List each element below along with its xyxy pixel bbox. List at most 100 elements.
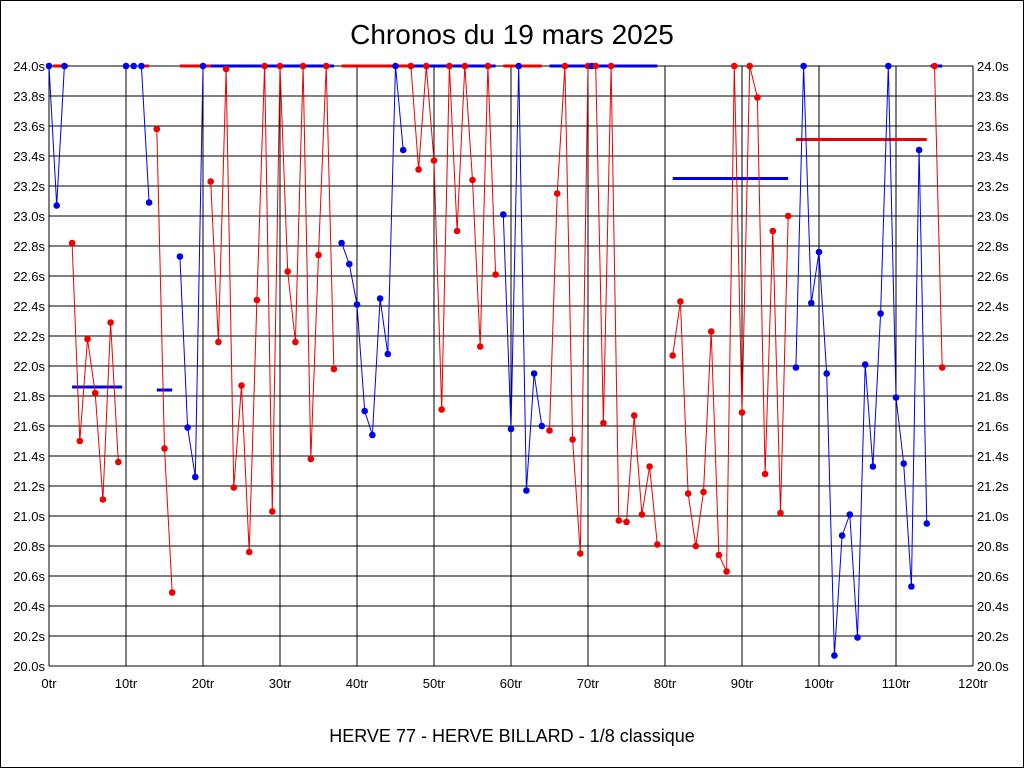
data-point [623,518,630,526]
y-tick-label: 23.2s [977,179,1009,194]
x-tick-label: 80tr [654,676,677,691]
chart-caption: HERVE 77 - HERVE BILLARD - 1/8 classique [329,726,695,746]
y-tick-label: 22.4s [13,299,45,314]
data-point [168,589,176,596]
data-point [538,422,546,430]
y-tick-label: 22.8s [13,239,45,254]
data-point [315,251,322,259]
data-point [469,176,476,184]
data-point [530,370,538,377]
y-tick-label: 23.0s [13,209,45,224]
x-tick-label: 50tr [423,676,446,691]
data-point [523,487,530,494]
data-point [269,508,276,515]
x-tick-label: 0tr [41,676,57,691]
data-point [546,427,553,434]
data-point [453,227,461,235]
data-point [353,301,361,308]
y-tick-label: 21.2s [977,479,1009,494]
y-tick-label: 21.4s [977,449,1009,464]
data-point [838,532,846,539]
y-tick-label: 23.8s [13,89,45,104]
data-point [338,239,345,247]
data-point [423,62,430,70]
data-point [99,496,107,503]
data-point [492,271,499,278]
data-point [230,484,238,491]
data-point [715,551,723,559]
data-point [45,62,53,70]
y-tick-label: 23.6s [13,119,45,134]
x-tick-label: 10tr [115,676,138,691]
series-line [934,65,943,368]
y-tick-label: 21.0s [13,509,45,524]
data-point [361,407,369,415]
data-point [322,62,330,70]
data-point [145,199,153,206]
grid [48,65,974,667]
data-point [808,299,815,307]
data-point [307,455,315,463]
data-point [276,62,284,70]
data-point [638,511,646,518]
x-tick-label: 60tr [500,676,523,691]
y-tick-label: 22.8s [977,239,1009,254]
data-point [430,157,438,164]
data-point [761,470,769,478]
data-point [507,425,515,433]
data-point [885,62,892,70]
data-point [892,394,900,401]
data-point [515,62,522,70]
data-point [654,541,661,548]
data-point [553,190,561,197]
data-point [484,62,492,70]
y-tick-label: 20.0s [977,659,1009,674]
x-tick-label: 70tr [577,676,600,691]
y-tick-label: 20.6s [977,569,1009,584]
series-line [549,65,589,554]
y-tick-label: 22.0s [977,359,1009,374]
x-tick-label: 100tr [804,676,834,691]
series-line [795,65,928,656]
y-tick-label: 20.8s [13,539,45,554]
series-line [126,65,150,203]
data-point [84,335,91,343]
data-point [630,412,638,419]
data-point [292,338,299,346]
y-tick-label: 20.4s [977,599,1009,614]
data-point [176,253,184,260]
data-point [607,62,615,70]
data-point [130,62,137,70]
data-point [923,520,931,527]
y-tick-label: 21.8s [13,389,45,404]
data-point [869,463,877,470]
y-axis-left: 20.0s 20.2s 20.4s 20.6s 20.8s 21.0s 21.2s 21.4s… [13,59,45,674]
y-tick-label: 23.4s [977,149,1009,164]
y-tick-label: 21.4s [13,449,45,464]
data-point [115,458,122,466]
y-tick-label: 23.2s [13,179,45,194]
y-tick-label: 23.8s [977,89,1009,104]
data-point [877,310,884,317]
data-point [915,146,923,154]
data-point [392,62,399,70]
data-point [253,296,261,304]
data-point [592,62,599,70]
data-point [284,268,292,275]
data-point [738,409,746,416]
data-point [438,406,446,413]
y-tick-label: 24.0s [977,59,1009,74]
data-point [461,62,469,70]
data-point [908,583,915,590]
data-point [769,227,777,235]
x-tick-label: 110tr [882,676,911,691]
data-point [677,298,684,305]
y-tick-label: 22.6s [13,269,45,284]
data-point [53,202,60,209]
data-point [692,542,700,550]
data-point [815,248,823,256]
data-point [184,424,191,431]
data-point [646,463,653,470]
data-point [192,473,199,481]
